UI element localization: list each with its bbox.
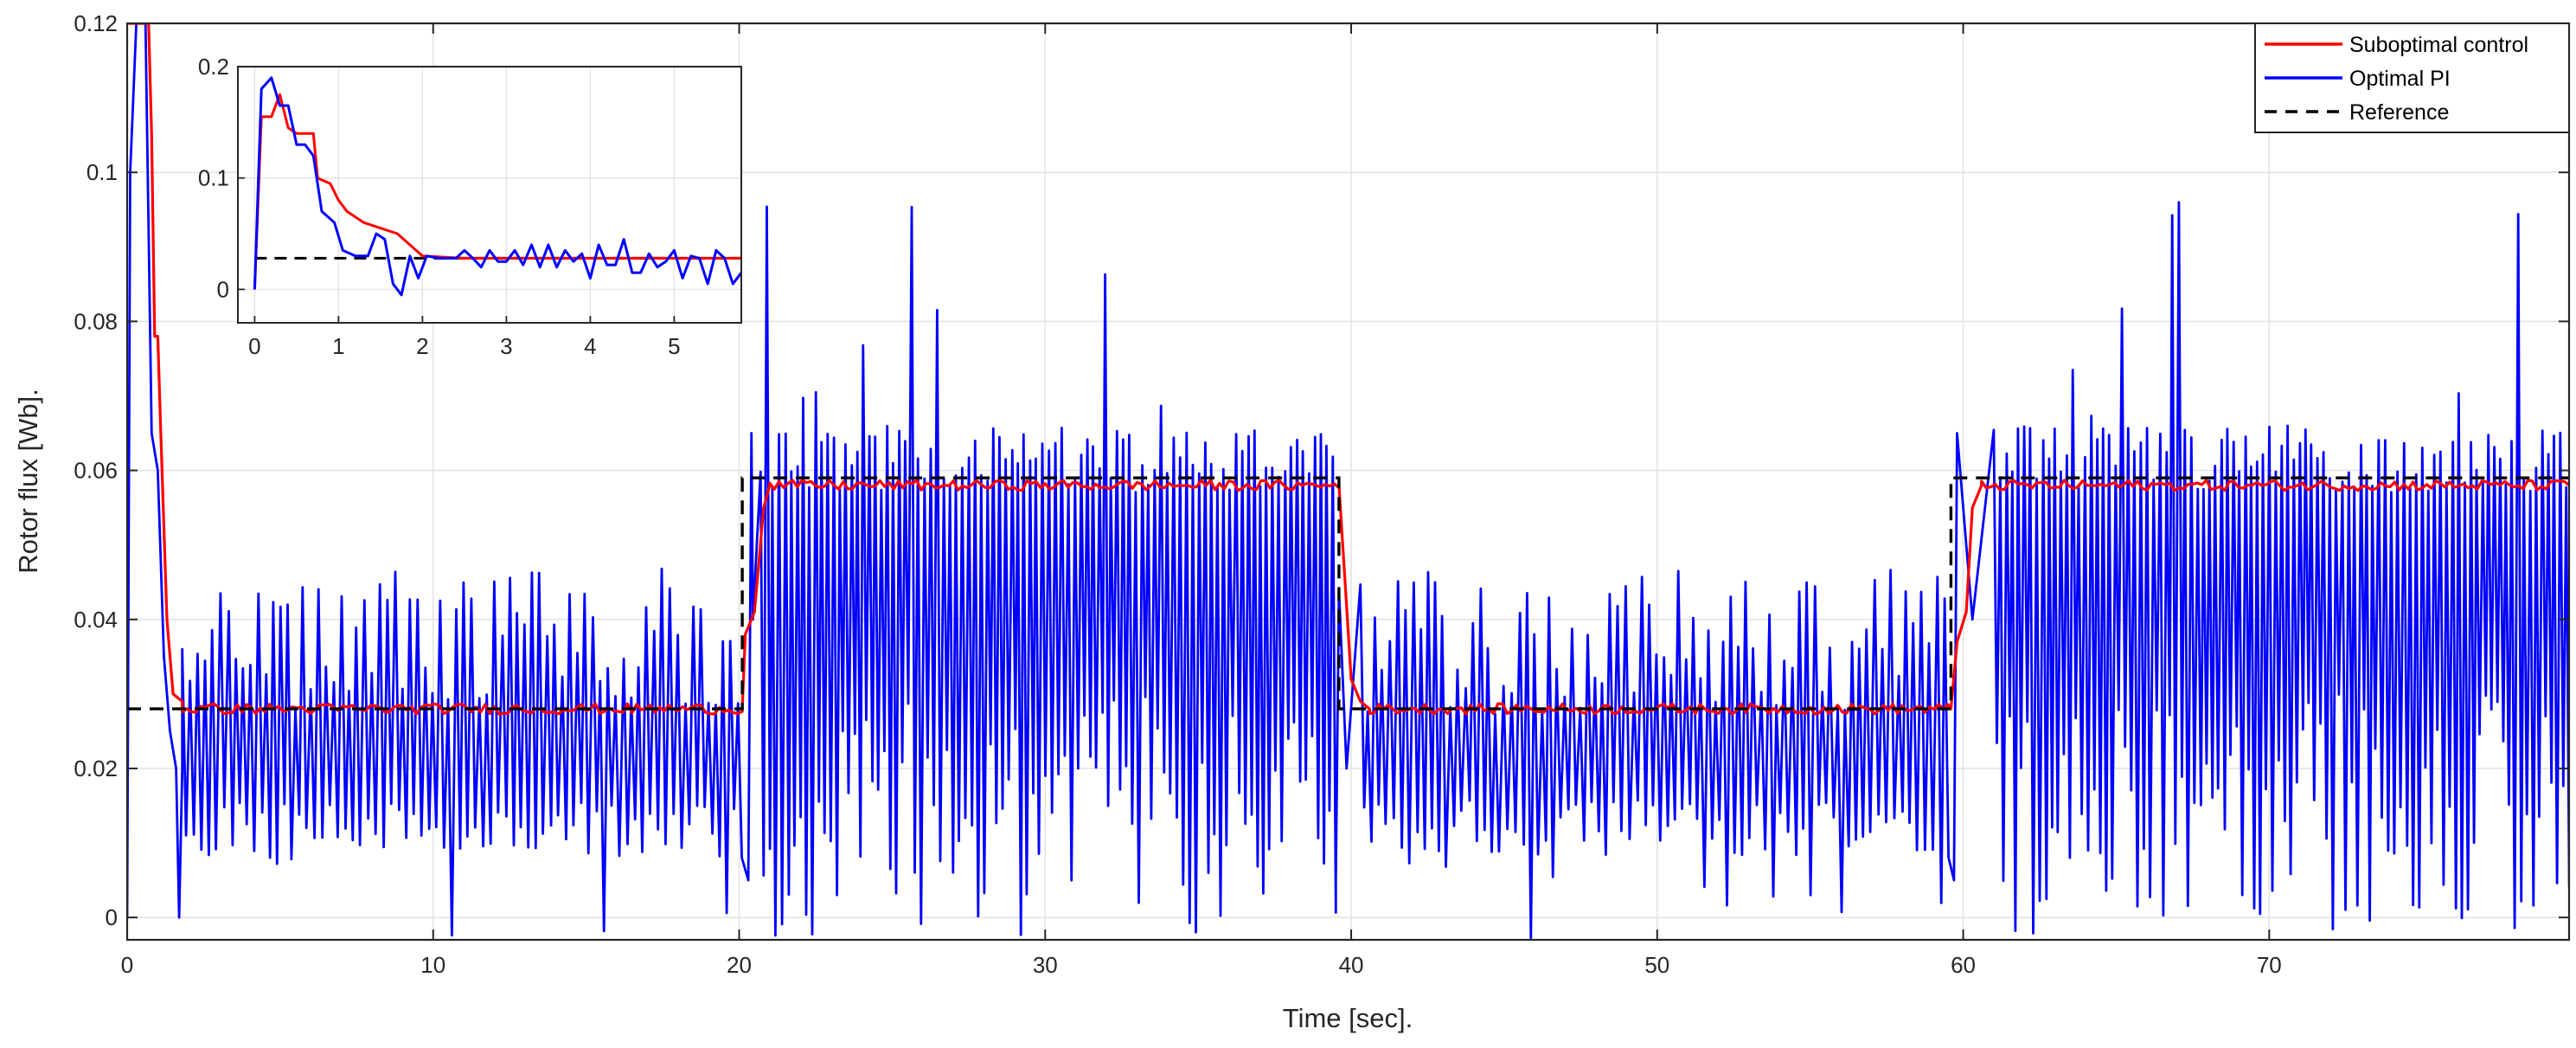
y-axis-label: Rotor flux [Wb]. bbox=[13, 389, 43, 574]
x-axis-label: Time [sec]. bbox=[1283, 1003, 1413, 1033]
inset-y-tick-label: 0.2 bbox=[198, 54, 229, 80]
inset-chart: 0 1 2 3 4 5 0 0.1 0.2 bbox=[198, 54, 742, 359]
inset-series-optimal-pi bbox=[253, 76, 741, 297]
inset-y-tick-label: 0 bbox=[217, 276, 229, 302]
inset-y-tick-label: 0.1 bbox=[198, 165, 229, 191]
main-plot-area bbox=[127, 23, 2569, 940]
inset-x-tick-label: 1 bbox=[332, 333, 344, 359]
y-tick-label: 0.08 bbox=[74, 308, 118, 334]
inset-plot-area bbox=[253, 76, 741, 297]
y-tick-label: 0.02 bbox=[74, 755, 118, 781]
y-tick-label: 0.12 bbox=[74, 10, 118, 36]
inset-x-tick-label: 5 bbox=[668, 333, 680, 359]
x-tick-label: 10 bbox=[420, 952, 445, 978]
inset-background bbox=[238, 67, 741, 323]
legend-label-reference: Reference bbox=[2349, 100, 2449, 125]
y-tick-label: 0 bbox=[106, 904, 118, 930]
inset-ticks: 0 1 2 3 4 5 0 0.1 0.2 bbox=[198, 54, 681, 359]
inset-x-tick-label: 0 bbox=[248, 333, 260, 359]
legend: Suboptimal control Optimal PI Reference bbox=[2254, 23, 2570, 133]
series-line-reference bbox=[127, 476, 2569, 710]
inset-x-tick-label: 3 bbox=[500, 333, 512, 359]
x-tick-label: 60 bbox=[1951, 952, 1976, 978]
x-tick-label: 0 bbox=[121, 952, 133, 978]
inset-x-tick-label: 4 bbox=[584, 333, 596, 359]
inset-x-tick-label: 2 bbox=[416, 333, 428, 359]
legend-label-optimal-pi: Optimal PI bbox=[2349, 67, 2451, 91]
legend-label-suboptimal: Suboptimal control bbox=[2349, 33, 2528, 57]
x-tick-label: 30 bbox=[1033, 952, 1058, 978]
y-tick-label: 0.06 bbox=[74, 458, 118, 484]
y-tick-label: 0.04 bbox=[74, 607, 118, 633]
y-tick-label: 0.1 bbox=[87, 159, 118, 185]
x-tick-label: 40 bbox=[1339, 952, 1364, 978]
inset-axes-frame bbox=[237, 66, 742, 324]
x-tick-label: 20 bbox=[727, 952, 752, 978]
main-axes-frame bbox=[125, 22, 2571, 942]
series-line-optimal-pi bbox=[127, 23, 2569, 940]
x-tick-label: 70 bbox=[2257, 952, 2282, 978]
x-tick-label: 50 bbox=[1644, 952, 1669, 978]
